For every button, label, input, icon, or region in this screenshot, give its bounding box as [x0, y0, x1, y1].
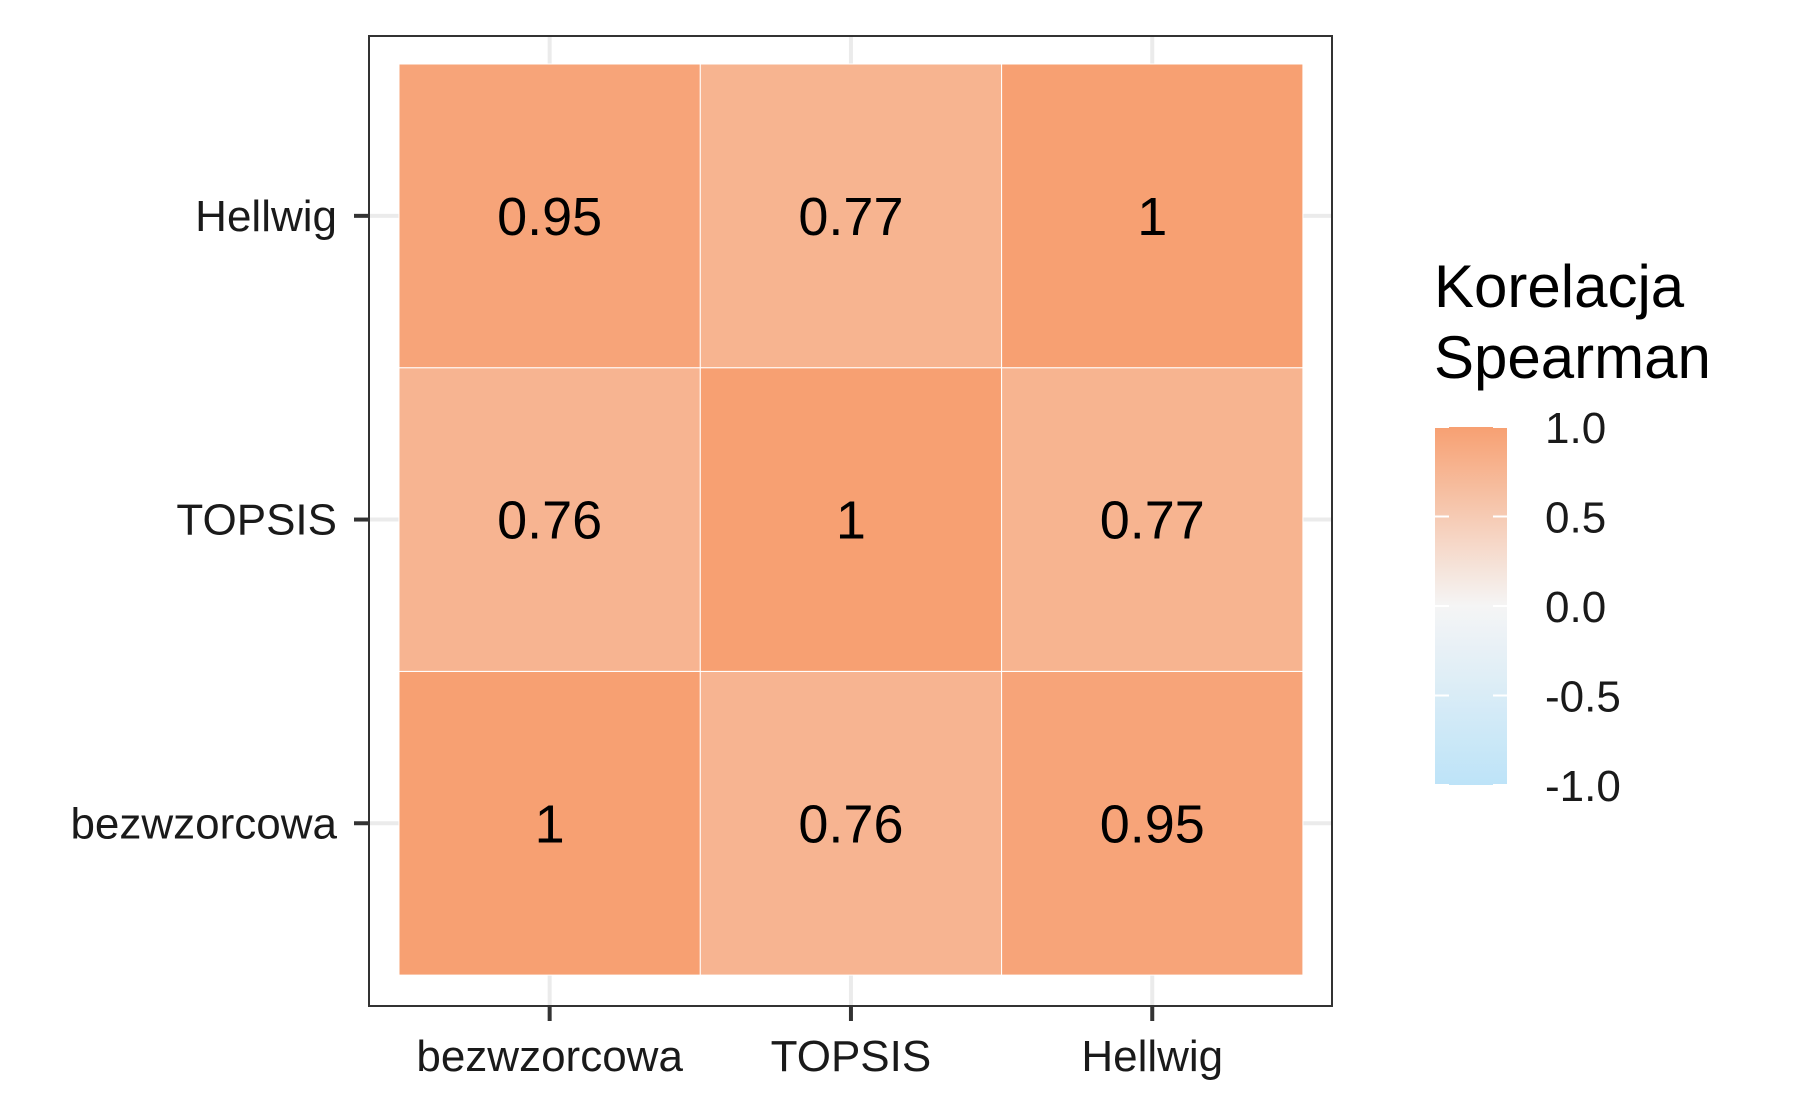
heatmap-cell — [699, 670, 1003, 976]
x-tick-label: bezwzorcowa — [416, 1032, 683, 1081]
legend-tick-label: -0.5 — [1545, 673, 1621, 722]
cell-value-label: 0.95 — [1100, 794, 1205, 854]
legend-title-line: Korelacja — [1434, 253, 1685, 320]
x-tick-label: Hellwig — [1081, 1032, 1223, 1081]
y-tick-label: bezwzorcowa — [70, 799, 337, 848]
heatmap-cell — [398, 63, 701, 369]
cell-value-label: 0.76 — [798, 794, 903, 854]
cell-value-label: 0.76 — [497, 491, 602, 551]
legend-title-line: Spearman — [1434, 324, 1711, 391]
heatmap-cell — [699, 367, 1003, 672]
x-tick-label: TOPSIS — [771, 1032, 932, 1081]
cell-value-label: 0.77 — [1100, 491, 1205, 551]
heatmap-cell — [1001, 63, 1304, 369]
heatmap-cell — [398, 367, 701, 672]
legend-tick-label: 1.0 — [1545, 404, 1606, 453]
heatmap-cell — [699, 63, 1003, 369]
cell-value-label: 0.95 — [497, 187, 602, 247]
cell-labels: 1 0.76 0.95 0.76 1 0.77 0.95 0.77 1 — [497, 187, 1205, 854]
legend-tick-label: -1.0 — [1545, 762, 1621, 811]
axes: bezwzorcowa TOPSIS Hellwig bezwzorcowa TOPSI… — [70, 192, 1223, 1081]
heatmap-cells — [398, 63, 1304, 976]
y-tick-label: TOPSIS — [176, 496, 337, 545]
cell-value-label: 0.77 — [798, 187, 903, 247]
legend-tick-label: 0.0 — [1545, 583, 1606, 632]
legend-tick-label: 0.5 — [1545, 494, 1606, 543]
cell-value-label: 1 — [535, 794, 565, 854]
cell-value-label: 1 — [836, 491, 866, 551]
heatmap-cell — [1001, 367, 1304, 672]
heatmap-cell — [1001, 670, 1304, 976]
y-tick-label: Hellwig — [195, 192, 337, 241]
cell-value-label: 1 — [1137, 187, 1167, 247]
